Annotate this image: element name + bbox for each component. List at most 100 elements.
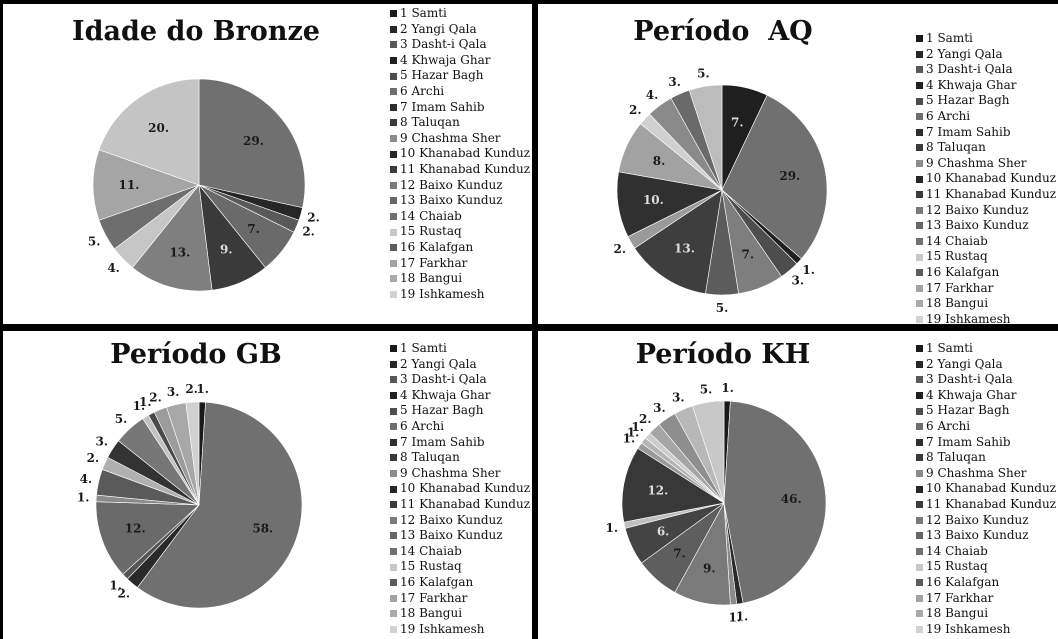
- legend-swatch: [390, 532, 397, 540]
- legend-swatch: [916, 516, 923, 524]
- legend-swatch: [390, 244, 397, 252]
- data-label: 1.: [802, 263, 815, 277]
- legend-label: 4 Khwaja Ghar: [400, 387, 491, 402]
- legend-swatch: [916, 376, 923, 384]
- legend-swatch: [916, 610, 923, 618]
- legend-item: 18 Bangui: [390, 606, 530, 622]
- chart-title: Período AQ: [633, 16, 813, 47]
- legend-item: 9 Chashma Sher: [916, 466, 1056, 482]
- legend-item: 14 Chaiab: [390, 209, 530, 225]
- legend-item: 6 Archi: [390, 419, 530, 435]
- legend-item: 10 Khanabad Kunduz: [916, 171, 1056, 187]
- pie-slice: [92, 149, 200, 221]
- legend-label: 19 Ishkamesh: [400, 286, 485, 301]
- legend-label: 12 Baixo Kunduz: [926, 202, 1029, 217]
- legend-item: 19 Ishkamesh: [916, 622, 1056, 638]
- legend-label: 1 Samti: [926, 341, 973, 355]
- chart-title: Período KH: [635, 339, 811, 370]
- legend-item: 18 Bangui: [916, 606, 1056, 622]
- legend-swatch: [390, 290, 397, 298]
- data-label: 1.: [109, 579, 122, 593]
- legend-item: 17 Farkhar: [390, 256, 530, 272]
- legend-item: 15 Rustaq: [916, 249, 1056, 265]
- data-label: 1.: [721, 381, 734, 395]
- legend-label: 2 Yangi Qala: [926, 46, 1003, 61]
- legend-label: 19 Ishkamesh: [400, 621, 485, 636]
- legend-item: 1 Samti: [390, 341, 530, 357]
- pie-slice: [98, 78, 200, 186]
- data-label: 29.: [243, 134, 264, 148]
- legend-swatch: [916, 128, 923, 136]
- legend-swatch: [916, 454, 923, 462]
- legend-swatch: [916, 206, 923, 214]
- legend-item: 3 Dasht-i Qala: [390, 372, 530, 388]
- pie-slice: [723, 400, 827, 604]
- legend-label: 6 Archi: [926, 418, 971, 433]
- legend-label: 5 Hazar Bagh: [926, 93, 1010, 108]
- legend-label: 10 Khanabad Kunduz: [400, 146, 531, 161]
- legend-swatch: [390, 135, 397, 143]
- legend-label: 6 Archi: [400, 418, 445, 433]
- legend-label: 9 Chashma Sher: [926, 465, 1027, 480]
- legend-swatch: [916, 485, 923, 493]
- legend-swatch: [390, 213, 397, 221]
- legend-label: 9 Chashma Sher: [400, 465, 501, 480]
- legend-item: 4 Khwaja Ghar: [916, 78, 1056, 94]
- data-label: 2.: [118, 586, 131, 600]
- legend-swatch: [390, 228, 397, 236]
- data-label: 1.: [736, 610, 749, 624]
- legend: 1 Samti 2 Yangi Qala 3 Dasht-i Qala 4 Khwaj…: [390, 6, 530, 302]
- legend-label: 11 Khanabad Kunduz: [400, 496, 531, 511]
- data-label: 9.: [220, 242, 233, 256]
- pie-slice: [721, 94, 828, 260]
- chart-title: Período GB: [110, 339, 282, 370]
- data-label: 6.: [657, 525, 670, 539]
- pie-slice: [692, 400, 725, 504]
- pie-slice: [136, 401, 303, 609]
- pie-chart: 29. 2.2. 7. 9. 13. 4. 5. 11. 20.: [88, 78, 320, 292]
- legend-swatch: [916, 360, 923, 368]
- legend-item: 8 Taluqan: [390, 450, 530, 466]
- legend-label: 11 Khanabad Kunduz: [926, 496, 1057, 511]
- legend: 1 Samti 2 Yangi Qala 3 Dasht-i Qala 4 Khwaj…: [390, 341, 530, 637]
- legend-label: 10 Khanabad Kunduz: [400, 481, 531, 496]
- legend-label: 10 Khanabad Kunduz: [926, 481, 1057, 496]
- legend-label: 9 Chashma Sher: [400, 130, 501, 145]
- data-label: 1.: [196, 382, 209, 396]
- legend-swatch: [916, 113, 923, 121]
- legend-label: 2 Yangi Qala: [400, 21, 477, 36]
- legend-swatch: [390, 579, 397, 587]
- data-label: 3.: [672, 391, 685, 405]
- data-label: 5.: [697, 67, 710, 81]
- legend-item: 11 Khanabad Kunduz: [916, 497, 1056, 513]
- data-label: 2.: [149, 391, 162, 405]
- data-label: 3.: [668, 75, 681, 89]
- data-label: 3.: [96, 435, 109, 449]
- legend-item: 3 Dasht-i Qala: [390, 37, 530, 53]
- legend-label: 4 Khwaja Ghar: [926, 387, 1017, 402]
- data-label: 2.: [629, 103, 642, 117]
- data-label: 2.: [639, 412, 652, 426]
- pie-slice: [185, 401, 200, 506]
- legend-label: 13 Baixo Kunduz: [400, 528, 503, 543]
- data-label: 5.: [88, 234, 101, 248]
- legend-item: 5 Hazar Bagh: [390, 68, 530, 84]
- legend-label: 1 Samti: [926, 31, 973, 45]
- legend-item: 15 Rustaq: [390, 559, 530, 575]
- legend-label: 5 Hazar Bagh: [926, 403, 1010, 418]
- legend-item: 2 Yangi Qala: [916, 357, 1056, 373]
- legend-item: 16 Kalafgan: [390, 240, 530, 256]
- data-label: 11.: [119, 178, 140, 192]
- legend-item: 7 Imam Sahib: [390, 100, 530, 116]
- pie-chart: 1.58.2.1.12.1.4.2.3.5.1.1.2. 3. 2.: [77, 382, 303, 609]
- data-label: 1.: [631, 420, 644, 434]
- legend-label: 18 Bangui: [400, 271, 463, 286]
- legend-item: 11 Khanabad Kunduz: [390, 162, 530, 178]
- legend-label: 5 Hazar Bagh: [400, 403, 484, 418]
- legend-item: 9 Chashma Sher: [390, 466, 530, 482]
- legend-item: 16 Kalafgan: [390, 575, 530, 591]
- legend-label: 16 Kalafgan: [400, 574, 474, 589]
- data-label: 7.: [731, 115, 744, 129]
- legend-item: 4 Khwaja Ghar: [390, 388, 530, 404]
- legend-label: 3 Dasht-i Qala: [926, 62, 1013, 77]
